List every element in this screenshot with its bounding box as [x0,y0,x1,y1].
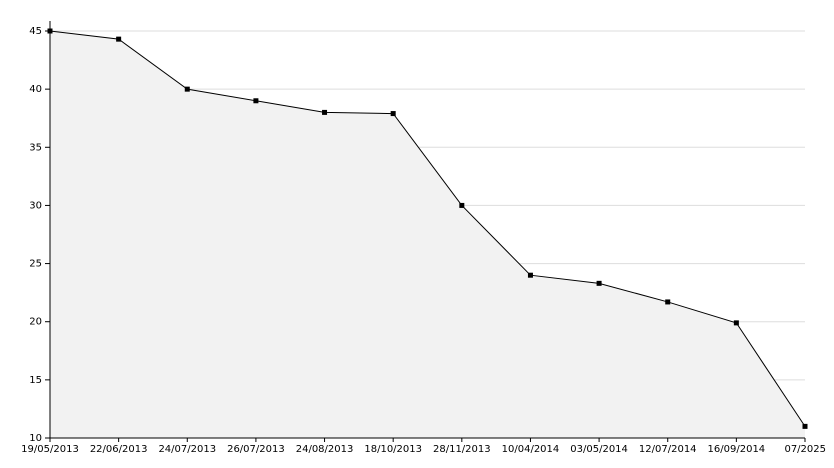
y-tick-label: 20 [29,317,42,328]
marker [802,423,808,429]
x-tick-label: 18/10/2013 [364,444,422,455]
line [49,30,806,427]
x-tick-label: 12/07/2014 [639,444,697,455]
marker [459,202,465,208]
marker [322,109,328,115]
y-tick-label: 25 [29,259,42,270]
marker [527,272,533,278]
area [50,31,805,438]
marker [390,111,396,117]
y-tick-label: 40 [29,84,42,95]
x-tick-label: 10/04/2014 [502,444,560,455]
marker [733,320,739,326]
x-tick-label: 28/11/2013 [433,444,491,455]
y-tick-label: 10 [29,433,42,444]
x-tick-label: 16/09/2014 [708,444,766,455]
x-tick-label: 07/2025 [784,444,826,455]
x-tick-label: 19/05/2013 [21,444,79,455]
x-tick-label: 03/05/2014 [570,444,628,455]
marker [596,280,602,286]
y-tick-label: 45 [29,26,42,37]
marker [116,36,122,42]
y-tick-label: 15 [29,375,42,386]
marker [253,98,259,104]
marker [665,299,671,305]
y-tick-label: 30 [29,200,42,211]
y-tick-label: 35 [29,142,42,153]
x-tick-label: 22/06/2013 [90,444,148,455]
marker [184,86,190,92]
x-tick-label: 26/07/2013 [227,444,285,455]
x-tick-label: 24/07/2013 [158,444,216,455]
x-tick-label: 24/08/2013 [296,444,354,455]
